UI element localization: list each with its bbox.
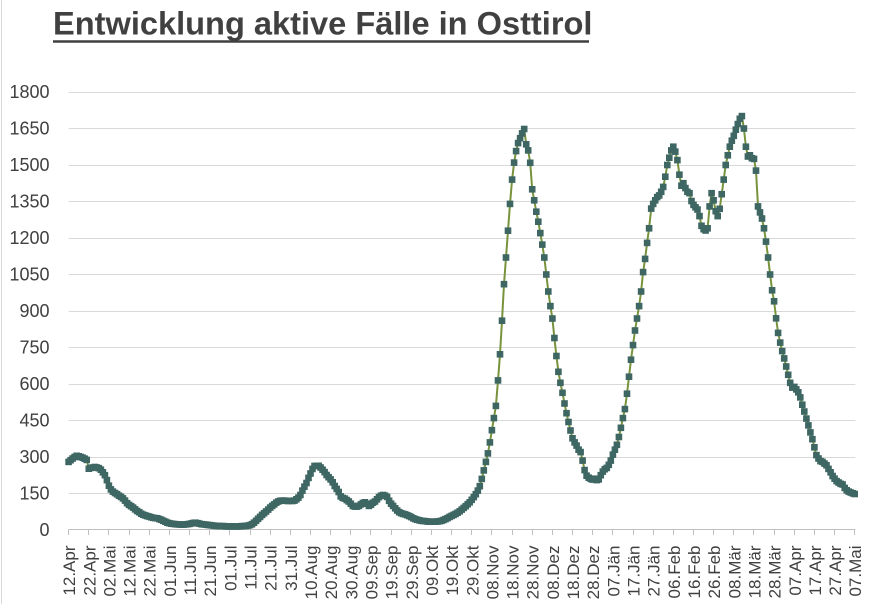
svg-text:18.Mär: 18.Mär [745,545,764,598]
svg-text:18.Nov: 18.Nov [504,545,523,599]
svg-text:21.Jun: 21.Jun [201,546,220,597]
svg-text:01.Jun: 01.Jun [161,546,180,597]
svg-text:30.Aug: 30.Aug [342,546,361,600]
svg-text:06.Feb: 06.Feb [665,546,684,599]
svg-text:12.Apr: 12.Apr [60,545,79,595]
svg-text:08.Dez: 08.Dez [544,546,563,600]
svg-text:18.Dez: 18.Dez [564,546,583,600]
svg-text:12.Mai: 12.Mai [121,546,140,597]
svg-text:07.Apr: 07.Apr [786,545,805,595]
svg-text:1350: 1350 [9,192,49,212]
svg-text:Entwicklung aktive Fälle in Os: Entwicklung aktive Fälle in Osttirol [53,5,592,42]
svg-text:09.Okt: 09.Okt [423,545,442,595]
svg-text:900: 900 [19,301,49,321]
svg-text:07.Jän: 07.Jän [604,546,623,597]
svg-text:11.Jun: 11.Jun [181,546,200,596]
svg-text:1500: 1500 [9,155,49,175]
svg-text:16.Feb: 16.Feb [685,546,704,599]
svg-text:29.Okt: 29.Okt [463,545,482,595]
svg-text:750: 750 [19,338,49,358]
svg-text:28.Nov: 28.Nov [524,545,543,599]
svg-text:08.Mär: 08.Mär [725,545,744,598]
svg-text:1800: 1800 [9,82,49,102]
svg-text:1200: 1200 [9,228,49,248]
svg-text:17.Apr: 17.Apr [806,545,825,595]
svg-text:19.Sep: 19.Sep [383,546,402,600]
svg-text:28.Dez: 28.Dez [584,546,603,600]
svg-text:26.Feb: 26.Feb [705,546,724,599]
svg-text:22.Apr: 22.Apr [80,545,99,595]
svg-text:11.Jul: 11.Jul [242,546,261,590]
svg-text:27.Apr: 27.Apr [826,545,845,595]
svg-text:19.Okt: 19.Okt [443,545,462,595]
svg-text:07.Mai: 07.Mai [846,546,865,597]
svg-text:08.Nov: 08.Nov [483,545,502,599]
svg-text:31.Jul: 31.Jul [282,546,301,591]
svg-text:22.Mai: 22.Mai [141,546,160,597]
svg-text:29.Sep: 29.Sep [403,546,422,600]
svg-text:300: 300 [19,447,49,467]
svg-text:28.Mär: 28.Mär [766,545,785,598]
svg-text:450: 450 [19,411,49,431]
svg-text:20.Aug: 20.Aug [322,546,341,600]
svg-text:27.Jän: 27.Jän [645,546,664,597]
svg-text:21.Jul: 21.Jul [262,546,281,591]
svg-text:17.Jän: 17.Jän [625,546,644,597]
svg-text:01.Jul: 01.Jul [221,546,240,591]
svg-text:10.Aug: 10.Aug [302,546,321,600]
svg-text:600: 600 [19,374,49,394]
svg-text:1050: 1050 [9,265,49,285]
svg-text:02.Mai: 02.Mai [100,546,119,597]
svg-text:150: 150 [19,484,49,504]
svg-text:09.Sep: 09.Sep [362,546,381,600]
svg-text:0: 0 [39,520,49,540]
svg-text:1650: 1650 [9,119,49,139]
